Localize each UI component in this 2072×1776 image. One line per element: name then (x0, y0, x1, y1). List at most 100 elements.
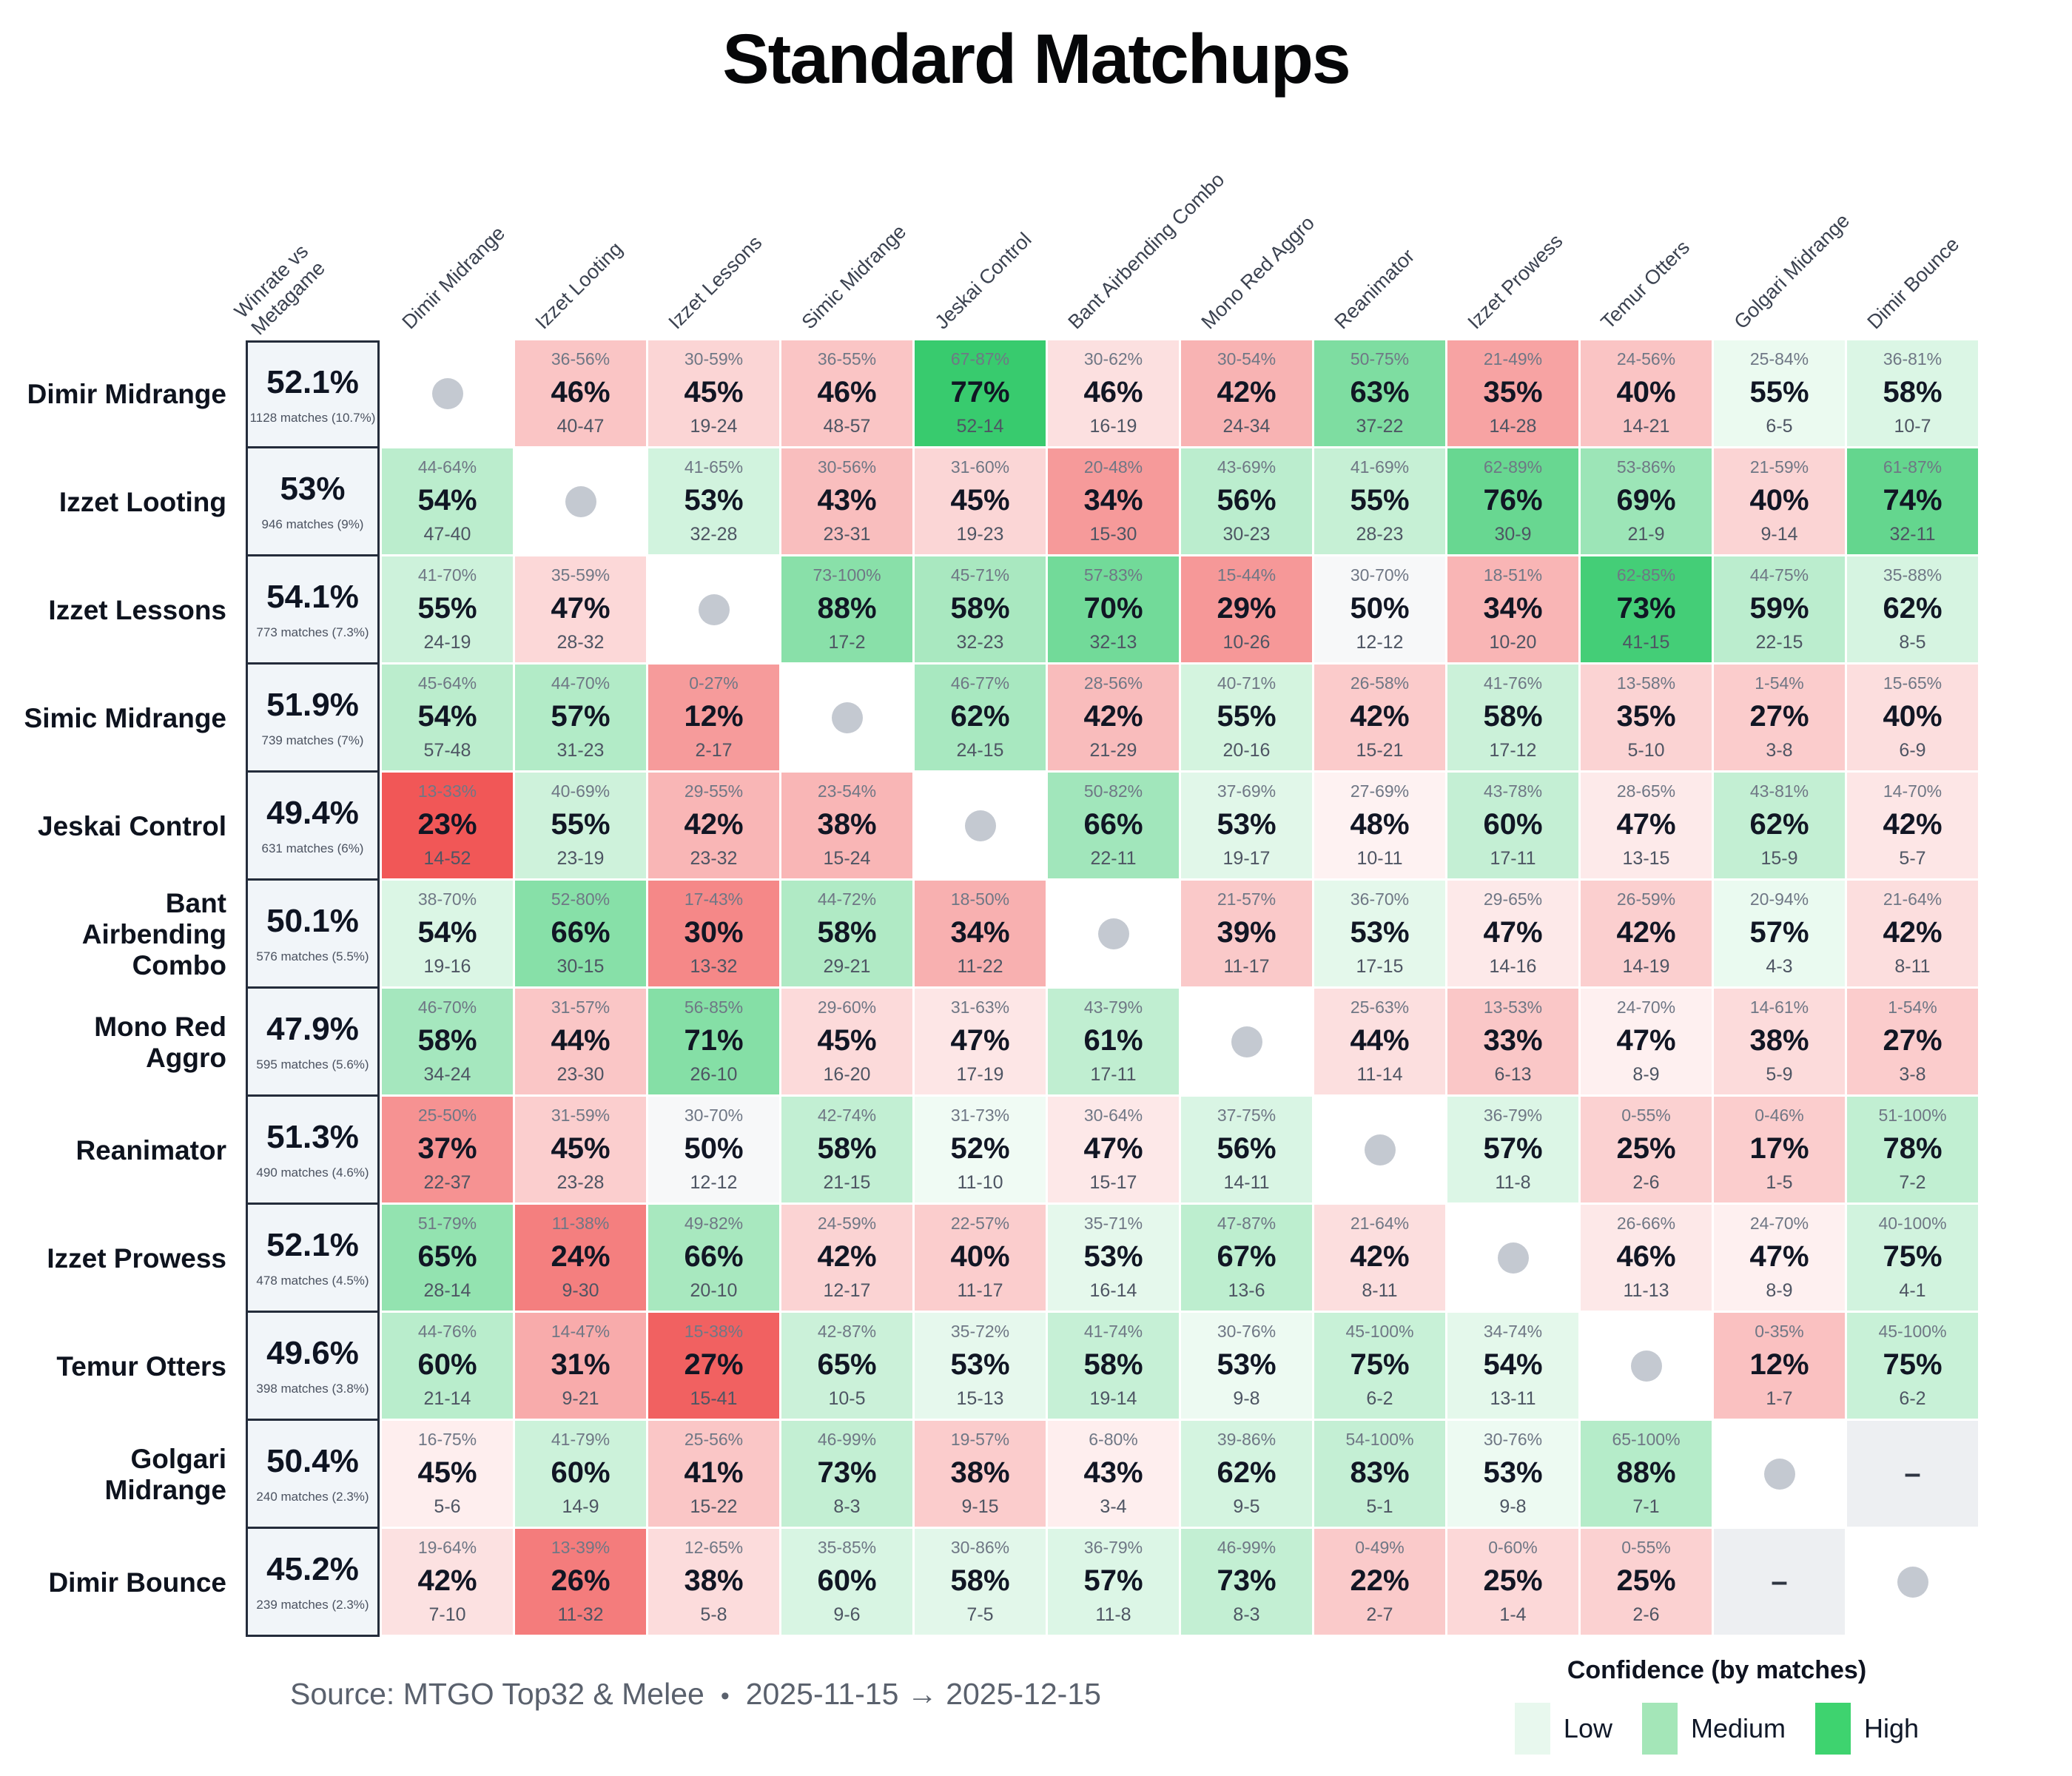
confidence-range: 43-69% (1217, 457, 1276, 477)
matchup-cell: 43-81% 62% 15-9 (1714, 773, 1845, 878)
match-record: 21-14 (423, 1388, 471, 1409)
matchup-cell: 30-64% 47% 15-17 (1048, 1097, 1179, 1202)
match-record: 13-32 (690, 956, 738, 977)
winrate-value: 42% (684, 808, 744, 841)
confidence-range: 41-65% (684, 457, 744, 477)
column-header: Dimir Bounce (1863, 232, 1964, 334)
confidence-range: 14-61% (1749, 998, 1809, 1017)
row-label: Izzet Lessons (48, 594, 226, 625)
confidence-range: 20-48% (1083, 457, 1143, 477)
match-record: 7-1 (1632, 1496, 1660, 1517)
match-record: 7-2 (1899, 1172, 1926, 1193)
mirror-cell (1847, 1529, 1978, 1635)
match-record: 28-23 (1356, 524, 1404, 545)
match-record: 15-17 (1089, 1172, 1137, 1193)
matchup-cell: 21-59% 40% 9-14 (1714, 448, 1845, 554)
match-record: 11-8 (1095, 1604, 1131, 1625)
matchup-cell: 54-100% 83% 5-1 (1314, 1421, 1445, 1527)
winrate-value: 40% (1616, 376, 1676, 408)
matchup-cell: 47-87% 67% 13-6 (1181, 1205, 1312, 1311)
matchup-cell: 12-65% 38% 5-8 (648, 1529, 779, 1635)
confidence-range: 51-100% (1878, 1106, 1947, 1125)
winrate-value: 55% (1217, 700, 1276, 733)
match-record: 10-26 (1222, 632, 1271, 653)
confidence-range: 62-85% (1616, 565, 1676, 585)
matchup-cell: 40-69% 55% 23-19 (515, 773, 646, 878)
matchup-cell: 46-99% 73% 8-3 (1181, 1529, 1312, 1635)
table-row: Mono Red Aggro 47.9% 595 matches (5.6%) 46-… (15, 989, 1980, 1097)
winrate-value: 24% (551, 1240, 610, 1273)
confidence-range: 62-89% (1483, 457, 1543, 477)
winrate-value: 50% (684, 1132, 744, 1165)
page-title: Standard Matchups (722, 20, 1351, 98)
match-record: 28-32 (556, 632, 605, 653)
matchup-cell: 40-71% 55% 20-16 (1181, 665, 1312, 770)
winrate-value: 60% (817, 1564, 877, 1597)
confidence-range: 41-76% (1483, 673, 1543, 693)
match-record: 15-24 (823, 848, 871, 869)
legend-swatch-high (1815, 1703, 1851, 1755)
row-label: Dimir Bounce (48, 1567, 226, 1598)
table-row: Reanimator 51.3% 490 matches (4.6%) 25-50% 3… (15, 1097, 1980, 1205)
column-header: Jeskai Control (930, 228, 1036, 334)
confidence-range: 41-74% (1083, 1322, 1143, 1341)
winrate-value: 62% (1217, 1456, 1276, 1489)
row-label: Golgari Midrange (104, 1443, 226, 1505)
match-record: 3-8 (1766, 740, 1793, 761)
confidence-range: 29-60% (817, 998, 877, 1017)
winrate-value: 39% (1217, 916, 1276, 949)
confidence-range: 26-66% (1616, 1214, 1676, 1233)
confidence-range: 51-79% (417, 1214, 477, 1233)
match-record: 15-21 (1356, 740, 1404, 761)
confidence-range: 38-70% (417, 889, 477, 909)
winrate-value: 25% (1616, 1564, 1676, 1597)
confidence-range: 21-64% (1883, 889, 1942, 909)
match-record: 23-31 (823, 524, 871, 545)
row-label: Bant Airbending Combo (81, 887, 226, 981)
winrate-value: 45% (684, 376, 744, 408)
winrate-cell: 52.1% 478 matches (4.5%) (246, 1205, 380, 1313)
winrate-value: 42% (1883, 808, 1942, 841)
confidence-range: 45-100% (1345, 1322, 1414, 1341)
confidence-range: 0-27% (689, 673, 739, 693)
match-record: 13-15 (1622, 848, 1670, 869)
match-record: 9-8 (1233, 1388, 1260, 1409)
matchup-cell: 15-44% 29% 10-26 (1181, 556, 1312, 662)
match-record: 37-22 (1356, 416, 1404, 437)
mirror-dot-icon (1497, 1242, 1529, 1274)
winrate-value: 46% (817, 376, 877, 408)
confidence-range: 36-70% (1350, 889, 1410, 909)
match-record: 14-52 (423, 848, 471, 869)
matchup-cell: 6-80% 43% 3-4 (1048, 1421, 1179, 1527)
matchup-cell: 14-61% 38% 5-9 (1714, 989, 1845, 1094)
table-row: Bant Airbending Combo 50.1% 576 matches (5… (15, 881, 1980, 989)
confidence-range: 31-60% (950, 457, 1010, 477)
matchup-cell: 16-75% 45% 5-6 (382, 1421, 513, 1527)
match-record: 4-3 (1766, 956, 1793, 977)
winrate-value: 69% (1616, 484, 1676, 517)
winrate-cell: 50.1% 576 matches (5.5%) (246, 881, 380, 989)
table-row: Dimir Bounce 45.2% 239 matches (2.3%) 19-64… (15, 1529, 1980, 1637)
winrate-value: 62% (950, 700, 1010, 733)
matchup-cell: 26-66% 46% 11-13 (1581, 1205, 1712, 1311)
matchup-cell: 36-70% 53% 17-15 (1314, 881, 1445, 986)
match-record: 10-11 (1356, 848, 1403, 869)
match-record: 8-3 (1233, 1604, 1260, 1625)
winrate-value: 58% (417, 1024, 477, 1057)
winrate-value: 22% (1350, 1564, 1410, 1597)
confidence-range: 35-72% (950, 1322, 1010, 1341)
matchup-cell: 31-73% 52% 11-10 (915, 1097, 1046, 1202)
matchup-cell: 25-56% 41% 15-22 (648, 1421, 779, 1527)
match-record: 13-11 (1490, 1388, 1536, 1409)
confidence-range: 1-54% (1888, 998, 1937, 1017)
winrate-value: 83% (1350, 1456, 1410, 1489)
match-record: 15-22 (690, 1496, 738, 1517)
confidence-range: 37-69% (1217, 781, 1276, 801)
row-label: Simic Midrange (24, 702, 226, 733)
match-record: 21-9 (1627, 524, 1665, 545)
winrate-value: 44% (1350, 1024, 1410, 1057)
matchup-cell: 24-59% 42% 12-17 (781, 1205, 912, 1311)
confidence-range: 39-86% (1217, 1430, 1276, 1449)
match-record: 11-13 (1623, 1280, 1669, 1301)
match-record: 14-19 (1622, 956, 1670, 977)
